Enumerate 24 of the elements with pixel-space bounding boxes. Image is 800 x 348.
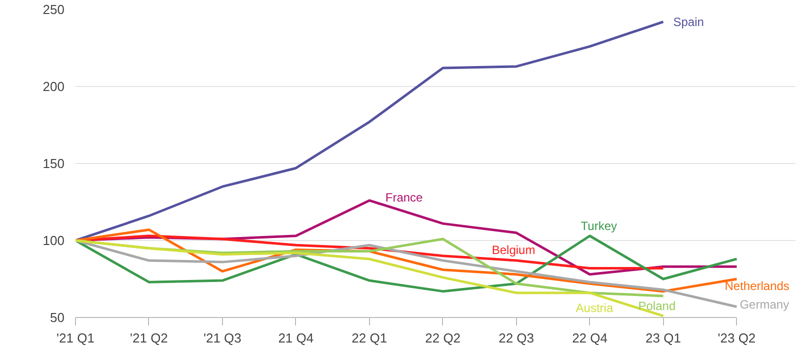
x-tick-label: 22 Q4 bbox=[572, 330, 608, 346]
y-tick-label: 150 bbox=[42, 156, 65, 171]
series-label: Belgium bbox=[492, 242, 536, 257]
y-tick-label: 50 bbox=[50, 310, 65, 325]
y-tick-label: 200 bbox=[42, 79, 65, 94]
x-tick-label: '21 Q2 bbox=[130, 330, 168, 346]
series-label: Poland bbox=[638, 298, 676, 313]
x-tick-label: '21 Q1 bbox=[56, 330, 94, 346]
series-label: France bbox=[385, 190, 424, 204]
series-label: Spain bbox=[673, 14, 704, 29]
x-tick-label: 23 Q1 bbox=[646, 330, 681, 346]
series-label: Netherlands bbox=[724, 279, 790, 293]
series-label: Turkey bbox=[580, 218, 618, 233]
series-label: Germany bbox=[740, 298, 790, 312]
x-tick-label: 22 Q3 bbox=[498, 330, 534, 346]
y-tick-label: 100 bbox=[42, 233, 65, 248]
x-tick-label: 22 Q1 bbox=[352, 330, 388, 346]
line-series bbox=[76, 20, 665, 242]
x-tick-label: 21 Q4 bbox=[278, 330, 314, 346]
y-tick-label: 250 bbox=[42, 2, 65, 17]
x-tick-label: 22 Q2 bbox=[425, 330, 461, 346]
series-label: Austria bbox=[576, 300, 614, 315]
x-tick-label: '21 Q3 bbox=[203, 330, 242, 346]
x-tick-label: '23 Q2 bbox=[718, 330, 756, 346]
